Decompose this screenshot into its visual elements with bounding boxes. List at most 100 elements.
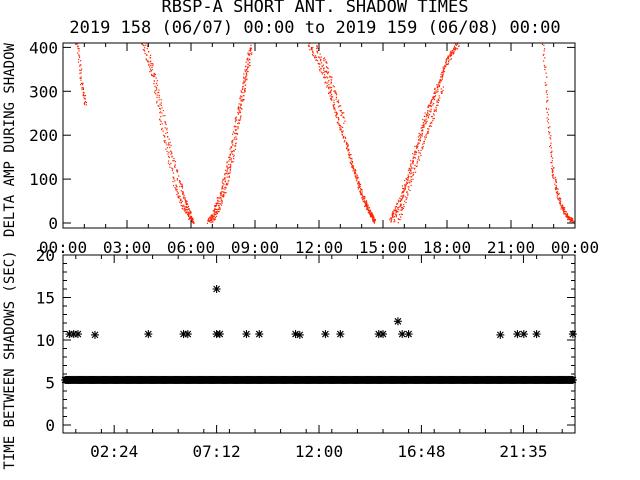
data-point xyxy=(160,129,163,131)
data-point xyxy=(433,102,435,105)
data-point xyxy=(216,202,218,204)
data-point xyxy=(162,109,165,112)
data-point xyxy=(425,135,427,137)
data-point xyxy=(84,98,86,100)
data-point xyxy=(229,153,231,155)
data-point xyxy=(214,217,216,219)
data-point xyxy=(344,137,347,139)
data-point xyxy=(173,159,175,162)
data-point xyxy=(168,160,170,162)
data-point xyxy=(449,56,451,58)
data-point xyxy=(315,59,317,61)
data-point xyxy=(404,330,413,339)
shadow-trace-0 xyxy=(75,40,87,106)
data-point xyxy=(428,114,431,116)
data-point xyxy=(237,111,239,114)
data-point xyxy=(181,185,184,188)
data-point xyxy=(178,195,180,197)
data-point xyxy=(317,60,319,62)
data-point xyxy=(395,209,397,211)
data-point xyxy=(224,173,226,175)
data-point xyxy=(544,66,546,68)
data-point xyxy=(409,173,411,175)
data-point xyxy=(209,216,211,218)
data-point xyxy=(450,55,452,57)
data-point xyxy=(391,214,393,216)
data-point xyxy=(566,216,568,218)
data-point xyxy=(447,57,449,59)
data-point xyxy=(562,209,565,212)
data-point xyxy=(185,200,187,202)
data-point xyxy=(361,193,363,196)
data-point xyxy=(438,82,440,84)
data-point xyxy=(226,183,228,186)
data-point xyxy=(354,171,356,174)
data-point xyxy=(401,192,403,194)
data-point xyxy=(163,134,165,137)
data-point xyxy=(150,69,152,72)
data-point xyxy=(75,43,77,46)
data-point xyxy=(144,52,146,55)
data-point xyxy=(249,49,252,51)
data-point xyxy=(411,176,413,178)
data-point xyxy=(181,191,183,193)
data-point xyxy=(551,150,553,152)
data-point xyxy=(405,183,407,185)
data-point xyxy=(441,74,443,76)
data-point xyxy=(174,164,176,166)
data-point xyxy=(353,168,355,170)
data-point xyxy=(403,203,405,206)
data-point xyxy=(320,62,323,64)
data-point xyxy=(169,146,171,149)
data-point xyxy=(247,71,249,73)
data-point xyxy=(337,106,340,108)
data-point xyxy=(424,112,426,114)
data-point xyxy=(325,81,327,83)
data-point xyxy=(76,41,77,42)
data-point xyxy=(214,208,216,210)
data-point xyxy=(77,41,78,42)
data-point xyxy=(349,154,351,156)
data-point xyxy=(446,58,448,60)
data-point xyxy=(442,67,444,70)
data-point xyxy=(338,124,340,127)
data-point xyxy=(170,144,172,147)
data-point xyxy=(343,136,345,138)
data-point xyxy=(189,211,191,213)
data-point xyxy=(429,102,432,105)
data-point xyxy=(324,82,326,84)
data-point xyxy=(562,209,564,211)
data-point xyxy=(145,44,147,46)
data-point xyxy=(443,68,445,70)
data-point xyxy=(444,65,446,67)
data-point xyxy=(346,147,348,150)
data-point xyxy=(326,82,328,84)
data-point xyxy=(168,151,170,153)
data-point xyxy=(325,61,327,63)
data-point xyxy=(184,206,187,208)
data-point xyxy=(403,195,405,197)
data-point xyxy=(569,218,572,221)
data-point xyxy=(361,199,364,201)
data-point xyxy=(84,101,87,103)
data-point xyxy=(352,164,354,167)
data-point xyxy=(79,77,81,79)
data-point xyxy=(336,94,338,96)
data-point xyxy=(547,99,549,102)
data-point xyxy=(77,40,78,41)
data-point xyxy=(224,186,226,188)
data-point xyxy=(185,211,187,213)
data-point xyxy=(247,52,249,54)
data-point xyxy=(449,52,451,54)
data-point xyxy=(551,174,553,176)
data-point xyxy=(175,184,177,186)
data-point xyxy=(339,125,342,127)
data-point xyxy=(429,124,431,127)
data-point xyxy=(363,201,366,203)
data-point xyxy=(80,64,82,66)
data-point xyxy=(250,53,253,55)
data-point xyxy=(359,191,361,193)
data-point xyxy=(83,102,85,105)
data-point xyxy=(341,131,343,133)
data-point xyxy=(561,208,564,210)
